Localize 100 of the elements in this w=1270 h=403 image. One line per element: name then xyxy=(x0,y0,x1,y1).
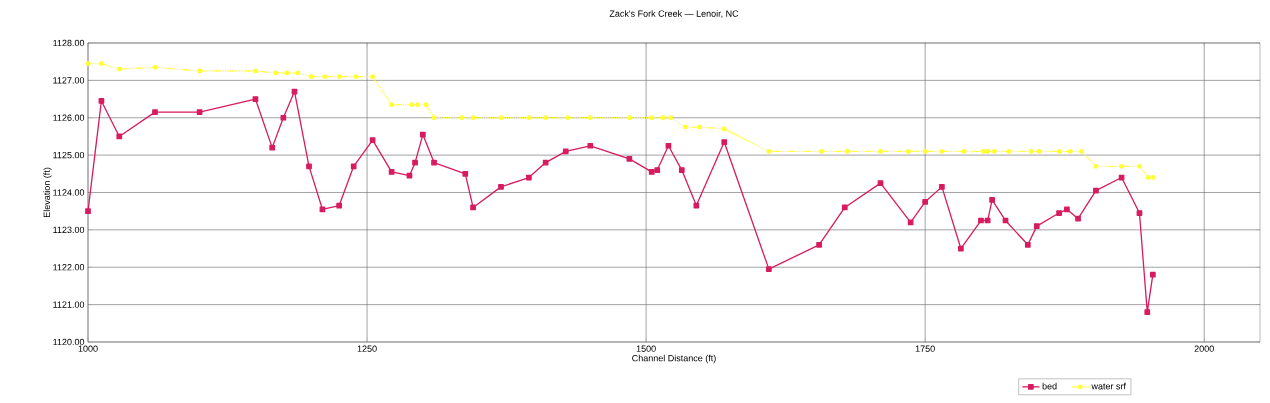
point xyxy=(543,115,549,121)
point xyxy=(306,163,312,170)
point xyxy=(353,74,359,80)
y-tick-label: 1122.00 xyxy=(53,264,85,271)
point xyxy=(273,70,278,76)
point xyxy=(989,197,995,203)
point xyxy=(1150,271,1156,278)
y-tick-label: 1123.00 xyxy=(53,226,85,234)
point xyxy=(409,102,415,108)
point xyxy=(197,68,203,74)
point xyxy=(665,142,672,149)
point xyxy=(939,148,945,154)
point xyxy=(1093,163,1099,169)
point xyxy=(922,198,928,205)
chart-title: Zack's Fork Creek — Lenoir, NC xyxy=(609,10,739,18)
y-tick-label: 1124.00 xyxy=(53,189,85,196)
point xyxy=(626,156,633,162)
point xyxy=(682,124,688,130)
point xyxy=(526,115,532,121)
point xyxy=(308,74,314,80)
point xyxy=(721,126,727,132)
point xyxy=(939,184,945,190)
point xyxy=(295,70,301,76)
point xyxy=(369,137,376,144)
point xyxy=(459,115,465,121)
point xyxy=(350,163,357,170)
point xyxy=(980,148,986,154)
point xyxy=(526,174,532,181)
point xyxy=(1006,148,1012,154)
point xyxy=(319,206,326,213)
point xyxy=(462,170,469,177)
x-tick-label: 2000 xyxy=(1194,345,1214,352)
point xyxy=(1024,241,1031,248)
point xyxy=(844,148,850,154)
point xyxy=(654,167,661,173)
legend-label: water srf xyxy=(1091,382,1126,390)
point xyxy=(587,115,593,121)
point xyxy=(336,74,342,80)
point xyxy=(284,70,290,76)
point xyxy=(252,96,259,102)
point xyxy=(649,115,655,121)
point xyxy=(984,217,991,224)
point xyxy=(470,204,476,211)
point xyxy=(1056,148,1062,154)
point xyxy=(414,102,420,108)
point xyxy=(1033,223,1040,229)
point xyxy=(961,148,967,154)
point xyxy=(626,115,632,121)
point xyxy=(280,114,287,121)
point xyxy=(1067,148,1073,154)
x-tick-label: 1250 xyxy=(357,345,377,352)
point xyxy=(420,131,426,138)
legend-label: bed xyxy=(1042,382,1057,390)
point xyxy=(252,68,258,74)
y-axis-title: Elevation (ft) xyxy=(43,167,52,218)
point xyxy=(905,148,911,154)
point xyxy=(648,169,655,175)
point xyxy=(370,74,376,80)
point xyxy=(1028,148,1034,154)
point xyxy=(985,148,991,154)
point xyxy=(721,139,728,145)
x-axis-title: Channel Distance (ft) xyxy=(632,354,716,364)
x-tick-label: 1750 xyxy=(915,345,935,352)
y-tick-label: 1121.00 xyxy=(53,301,85,308)
point xyxy=(388,169,395,175)
point xyxy=(922,148,928,154)
y-tick-label: 1128.00 xyxy=(53,39,85,47)
point xyxy=(958,245,964,252)
point xyxy=(152,109,158,115)
x-tick-label: 1500 xyxy=(636,345,656,352)
point xyxy=(978,217,984,224)
point xyxy=(431,159,437,166)
point xyxy=(1036,148,1042,154)
point xyxy=(877,180,884,186)
point xyxy=(1078,148,1084,154)
point xyxy=(818,148,824,154)
point xyxy=(269,144,276,151)
point xyxy=(587,142,594,149)
point xyxy=(1145,175,1151,180)
point xyxy=(85,208,91,215)
y-tick-label: 1127.00 xyxy=(53,77,85,84)
point xyxy=(878,148,883,154)
point xyxy=(116,66,122,72)
point xyxy=(196,109,203,115)
x-tick-label: 1000 xyxy=(78,345,98,352)
point xyxy=(498,115,504,121)
point xyxy=(991,148,997,154)
point xyxy=(1150,175,1156,180)
y-tick-label: 1126.00 xyxy=(53,114,85,121)
point xyxy=(562,148,569,155)
point xyxy=(389,102,395,108)
point xyxy=(678,167,685,173)
point xyxy=(152,64,158,70)
point xyxy=(1056,210,1062,216)
point xyxy=(336,202,343,209)
point xyxy=(98,61,104,66)
point xyxy=(116,133,123,140)
point xyxy=(1093,187,1099,194)
point xyxy=(766,266,772,272)
point xyxy=(412,159,418,166)
